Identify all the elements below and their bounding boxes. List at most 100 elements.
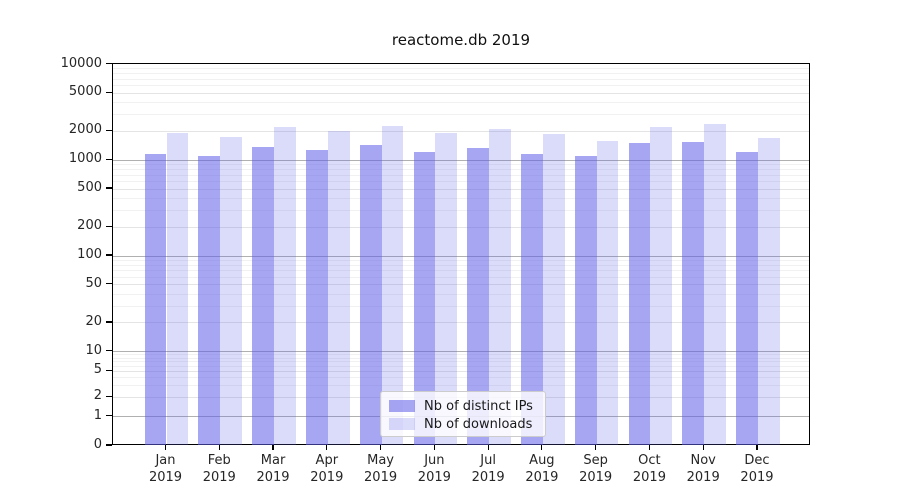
x-tick-label: Apr 2019 <box>310 453 344 485</box>
y-tick-label: 5 <box>93 362 102 378</box>
y-tick-mark <box>106 254 112 256</box>
gridline <box>113 68 809 70</box>
x-tick-mark <box>541 445 543 450</box>
x-tick-mark <box>595 445 597 450</box>
gridline <box>113 159 809 161</box>
legend-label-downloads: Nb of downloads <box>424 416 533 432</box>
y-tick-label: 20 <box>85 313 102 329</box>
gridline <box>113 370 809 372</box>
bar-distinct-ips <box>198 155 221 445</box>
x-tick-label: Aug 2019 <box>525 453 559 485</box>
x-tick-label: Dec 2019 <box>740 453 774 485</box>
gridline <box>113 270 809 272</box>
y-tick-mark <box>106 283 112 285</box>
gridline <box>113 255 809 257</box>
x-tick-mark <box>379 445 382 450</box>
y-tick-mark <box>106 62 112 65</box>
y-tick-label: 0 <box>93 437 102 452</box>
gridline <box>113 102 809 104</box>
x-tick-label: Jan 2019 <box>148 453 183 485</box>
gridline <box>113 78 809 80</box>
x-tick-label: May 2019 <box>364 453 398 485</box>
x-tick-mark <box>756 445 758 450</box>
y-tick-mark <box>106 225 112 227</box>
chart-title: reactome.db 2019 <box>391 31 531 49</box>
y-tick-mark <box>106 415 112 417</box>
gridline <box>113 305 809 307</box>
gridline <box>113 293 809 295</box>
gridline <box>113 209 809 211</box>
y-tick-mark <box>106 395 112 397</box>
y-tick-label: 2 <box>93 388 102 404</box>
bar-downloads <box>704 123 726 445</box>
legend-item-distinct-ips: Nb of distinct IPs <box>389 397 537 415</box>
gridline <box>113 164 809 166</box>
x-tick-label: Jul 2019 <box>471 453 505 485</box>
bar-downloads <box>596 140 619 445</box>
x-tick-mark <box>326 445 328 450</box>
gridline <box>113 114 809 116</box>
x-tick-mark <box>433 445 435 450</box>
gridline <box>113 92 809 94</box>
y-tick-label: 200 <box>77 218 102 234</box>
bar-distinct-ips <box>306 150 328 445</box>
bar-downloads <box>327 131 350 445</box>
gridline <box>113 322 809 324</box>
gridline <box>113 365 809 367</box>
y-tick-mark <box>106 158 112 160</box>
y-tick-label: 1000 <box>68 151 102 167</box>
gridline <box>113 130 809 132</box>
gridline <box>113 188 809 190</box>
gridline <box>113 174 809 176</box>
bar-distinct-ips <box>413 151 436 445</box>
x-tick-mark <box>272 445 274 450</box>
y-tick-label: 5000 <box>68 84 102 100</box>
gridline <box>113 284 809 286</box>
x-tick-mark <box>164 445 167 450</box>
x-tick-label: Jun 2019 <box>417 453 451 485</box>
x-tick-mark <box>218 445 220 450</box>
bar-downloads <box>542 133 565 445</box>
y-tick-label: 2000 <box>68 122 102 138</box>
gridline <box>113 197 809 199</box>
y-tick-mark <box>106 444 112 446</box>
gridline <box>113 361 809 363</box>
y-tick-label: 100 <box>77 247 102 262</box>
gridline <box>113 385 809 387</box>
gridline <box>113 180 809 182</box>
bar-distinct-ips <box>359 144 382 445</box>
x-tick-mark <box>648 445 651 450</box>
bar-distinct-ips <box>628 143 651 445</box>
bar-distinct-ips <box>682 142 705 445</box>
legend-label-distinct-ips: Nb of distinct IPs <box>424 398 533 414</box>
gridline <box>113 377 809 379</box>
gridline <box>113 351 809 353</box>
bar-distinct-ips <box>736 152 758 445</box>
y-tick-mark <box>106 187 112 189</box>
y-tick-mark <box>106 350 112 352</box>
gridline <box>113 169 809 171</box>
bar-distinct-ips <box>252 146 275 445</box>
gridline <box>113 259 809 261</box>
bar-downloads <box>274 127 296 445</box>
y-tick-label: 500 <box>77 180 102 196</box>
bar-downloads <box>489 129 511 445</box>
x-tick-label: Sep 2019 <box>579 453 613 485</box>
x-tick-mark <box>487 445 489 450</box>
gridline <box>113 264 809 266</box>
y-tick-label: 50 <box>85 275 102 291</box>
bar-distinct-ips <box>521 154 543 445</box>
gridline <box>113 85 809 87</box>
bar-downloads <box>220 136 243 445</box>
legend-swatch-distinct-ips-icon <box>389 400 415 412</box>
y-tick-label: 10 <box>85 342 102 358</box>
bar-downloads <box>650 126 673 445</box>
x-tick-label: Feb 2019 <box>202 453 236 485</box>
bar-downloads <box>166 133 189 445</box>
gridline <box>113 354 809 356</box>
bar-downloads <box>757 137 780 445</box>
x-tick-label: Nov 2019 <box>686 453 720 485</box>
y-tick-mark <box>106 91 112 93</box>
y-tick-mark <box>106 369 112 371</box>
